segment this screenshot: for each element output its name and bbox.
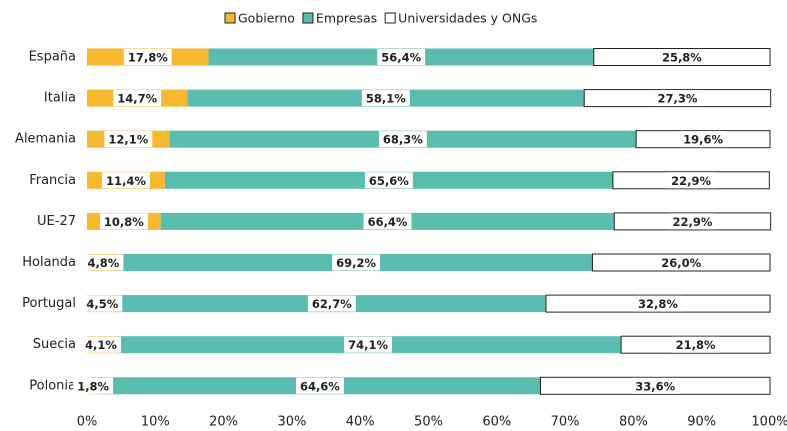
label-background [361, 90, 410, 107]
data-label: 74,1% [348, 338, 388, 352]
label-background [113, 90, 162, 107]
x-tick-label: 100% [751, 415, 787, 430]
data-label: 14,7% [117, 92, 157, 106]
label-background [377, 49, 426, 65]
category-label: España [29, 50, 76, 65]
label-background [364, 172, 413, 189]
label-background [631, 377, 680, 394]
data-label: 19,6% [683, 133, 723, 147]
data-label: 33,6% [635, 379, 675, 393]
label-background [83, 254, 124, 271]
category-label: Portugal [22, 296, 76, 311]
x-tick-label: 0% [77, 415, 98, 430]
x-tick-label: 60% [482, 415, 511, 430]
label-background [99, 213, 148, 230]
data-label: 56,4% [381, 51, 421, 65]
x-tick-label: 10% [141, 415, 170, 430]
data-label: 21,8% [676, 338, 716, 352]
data-label: 17,8% [128, 51, 168, 65]
label-background [667, 172, 716, 189]
x-tick-label: 20% [209, 415, 238, 430]
legend-swatch [302, 12, 314, 24]
label-background [634, 295, 682, 312]
data-label: 62,7% [312, 297, 352, 311]
data-label: 12,1% [108, 133, 148, 147]
data-label: 69,2% [336, 256, 376, 270]
legend-swatch [384, 12, 396, 24]
x-tick-label: 80% [619, 415, 648, 430]
data-label: 22,9% [671, 174, 711, 188]
data-label: 25,8% [662, 51, 702, 65]
x-tick-label: 50% [414, 415, 443, 430]
label-background [657, 254, 706, 271]
data-label: 27,3% [658, 92, 698, 106]
data-label: 64,6% [300, 379, 340, 393]
legend-label: Empresas [316, 11, 377, 26]
x-tick-label: 70% [551, 415, 580, 430]
data-label: 65,6% [369, 174, 409, 188]
label-background [378, 131, 427, 148]
category-label: Suecia [33, 337, 76, 352]
category-label: UE-27 [37, 214, 76, 229]
data-label: 10,8% [104, 215, 144, 229]
category-label: Francia [29, 173, 76, 188]
legend-swatch [224, 12, 236, 24]
label-background [657, 49, 706, 65]
label-background [671, 336, 720, 353]
legend-label: Universidades y ONGs [398, 11, 537, 26]
category-label: Holanda [22, 255, 76, 270]
category-label: Italia [44, 91, 76, 106]
label-background [295, 377, 344, 394]
data-label: 4,5% [86, 297, 118, 311]
label-background [104, 131, 153, 148]
label-background [344, 336, 393, 353]
x-tick-label: 90% [687, 415, 716, 430]
x-tick-label: 40% [346, 415, 375, 430]
label-background [81, 336, 121, 353]
label-background [668, 213, 717, 230]
data-label: 4,1% [85, 338, 117, 352]
label-background [101, 172, 150, 189]
category-label: Polonia [29, 378, 76, 393]
label-background [332, 254, 381, 271]
x-tick-label: 30% [277, 415, 306, 430]
category-label: Alemania [15, 132, 76, 147]
label-background [307, 295, 356, 312]
data-label: 11,4% [106, 174, 146, 188]
data-label: 26,0% [661, 256, 701, 270]
label-background [363, 213, 412, 230]
data-label: 32,8% [638, 297, 678, 311]
data-label: 68,3% [383, 133, 423, 147]
data-label: 4,8% [87, 256, 119, 270]
data-label: 66,4% [368, 215, 408, 229]
label-background [123, 49, 172, 65]
label-background [73, 377, 114, 394]
data-label: 1,8% [77, 379, 109, 393]
data-label: 22,9% [673, 215, 713, 229]
label-background [679, 131, 728, 148]
label-background [653, 90, 702, 107]
label-background [82, 295, 123, 312]
legend-label: Gobierno [238, 11, 295, 26]
data-label: 58,1% [366, 92, 406, 106]
